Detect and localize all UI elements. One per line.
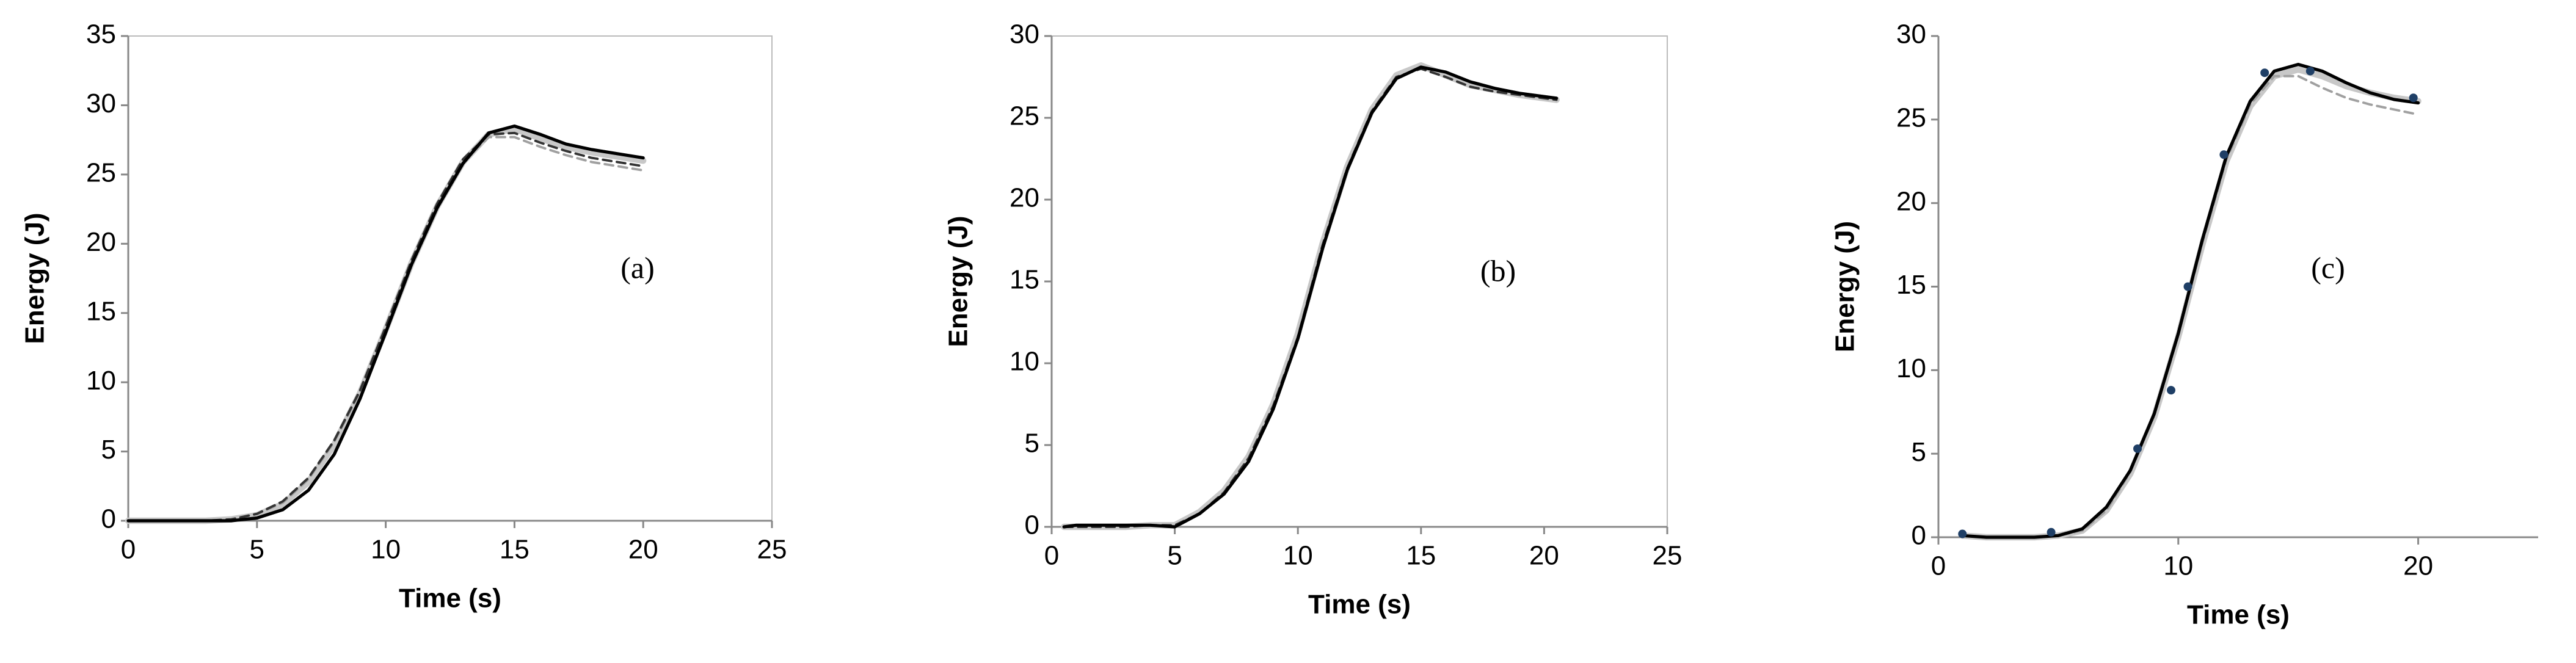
x-tick-label: 0 bbox=[1931, 551, 1946, 581]
y-tick-label: 35 bbox=[86, 20, 116, 49]
data-point bbox=[2305, 67, 2315, 76]
plot-frame bbox=[1051, 35, 1668, 527]
y-tick-label: 25 bbox=[1010, 101, 1039, 131]
x-tick-label: 15 bbox=[500, 535, 529, 565]
x-tick-label: 5 bbox=[1167, 541, 1182, 571]
y-tick-label: 15 bbox=[1896, 270, 1926, 300]
y-tick-label: 30 bbox=[86, 89, 116, 118]
y-tick-label: 25 bbox=[86, 158, 116, 187]
series-line bbox=[1062, 65, 1559, 529]
x-tick-label: 10 bbox=[371, 535, 401, 565]
data-point bbox=[2219, 150, 2229, 159]
y-tick-label: 0 bbox=[1025, 510, 1039, 540]
y-tick-label: 5 bbox=[101, 435, 116, 465]
y-axis-title: Energy (J) bbox=[944, 216, 973, 347]
y-axis-title: Energy (J) bbox=[1830, 221, 1860, 352]
x-axis-title: Time (s) bbox=[1308, 590, 1411, 620]
series-line bbox=[1959, 66, 2421, 541]
panel-label: (c) bbox=[2311, 250, 2345, 284]
y-tick-label: 10 bbox=[1010, 347, 1039, 377]
series-line bbox=[126, 124, 645, 523]
y-tick-label: 30 bbox=[1010, 20, 1039, 49]
y-tick-label: 10 bbox=[1896, 353, 1926, 383]
y-tick-label: 10 bbox=[86, 366, 116, 396]
data-point bbox=[2167, 386, 2176, 395]
x-tick-label: 5 bbox=[250, 535, 264, 565]
x-tick-label: 10 bbox=[1283, 541, 1313, 571]
y-tick-label: 5 bbox=[1912, 437, 1926, 467]
y-tick-label: 15 bbox=[86, 296, 116, 326]
y-tick-label: 30 bbox=[1896, 20, 1926, 49]
data-point bbox=[2047, 527, 2056, 537]
x-axis-title: Time (s) bbox=[399, 584, 501, 614]
x-tick-label: 15 bbox=[1406, 541, 1436, 571]
y-axis-title: Energy (J) bbox=[20, 212, 50, 344]
x-tick-label: 0 bbox=[121, 535, 136, 565]
y-tick-label: 5 bbox=[1025, 429, 1039, 458]
panel-label: (b) bbox=[1480, 253, 1516, 288]
x-tick-label: 20 bbox=[1529, 541, 1559, 571]
data-point bbox=[1958, 529, 1967, 538]
x-tick-label: 10 bbox=[2163, 551, 2193, 581]
y-tick-label: 0 bbox=[1912, 521, 1926, 551]
x-tick-label: 25 bbox=[1653, 541, 1683, 571]
y-tick-label: 25 bbox=[1896, 103, 1926, 132]
y-tick-label: 20 bbox=[86, 227, 116, 257]
x-tick-label: 20 bbox=[2403, 551, 2433, 581]
data-point bbox=[2183, 282, 2192, 291]
data-point bbox=[2409, 93, 2418, 103]
x-tick-label: 25 bbox=[757, 535, 787, 565]
y-tick-label: 15 bbox=[1010, 265, 1039, 295]
y-tick-label: 20 bbox=[1010, 183, 1039, 213]
x-tick-label: 0 bbox=[1044, 541, 1059, 571]
series-line bbox=[1961, 74, 2420, 538]
y-tick-label: 20 bbox=[1896, 186, 1926, 216]
data-point bbox=[2133, 444, 2142, 453]
x-axis-title: Time (s) bbox=[2187, 600, 2290, 630]
plot-frame bbox=[128, 35, 773, 521]
panel-label: (a) bbox=[620, 250, 655, 284]
data-point bbox=[2260, 68, 2269, 78]
y-tick-label: 0 bbox=[101, 504, 116, 534]
x-tick-label: 20 bbox=[628, 535, 658, 565]
